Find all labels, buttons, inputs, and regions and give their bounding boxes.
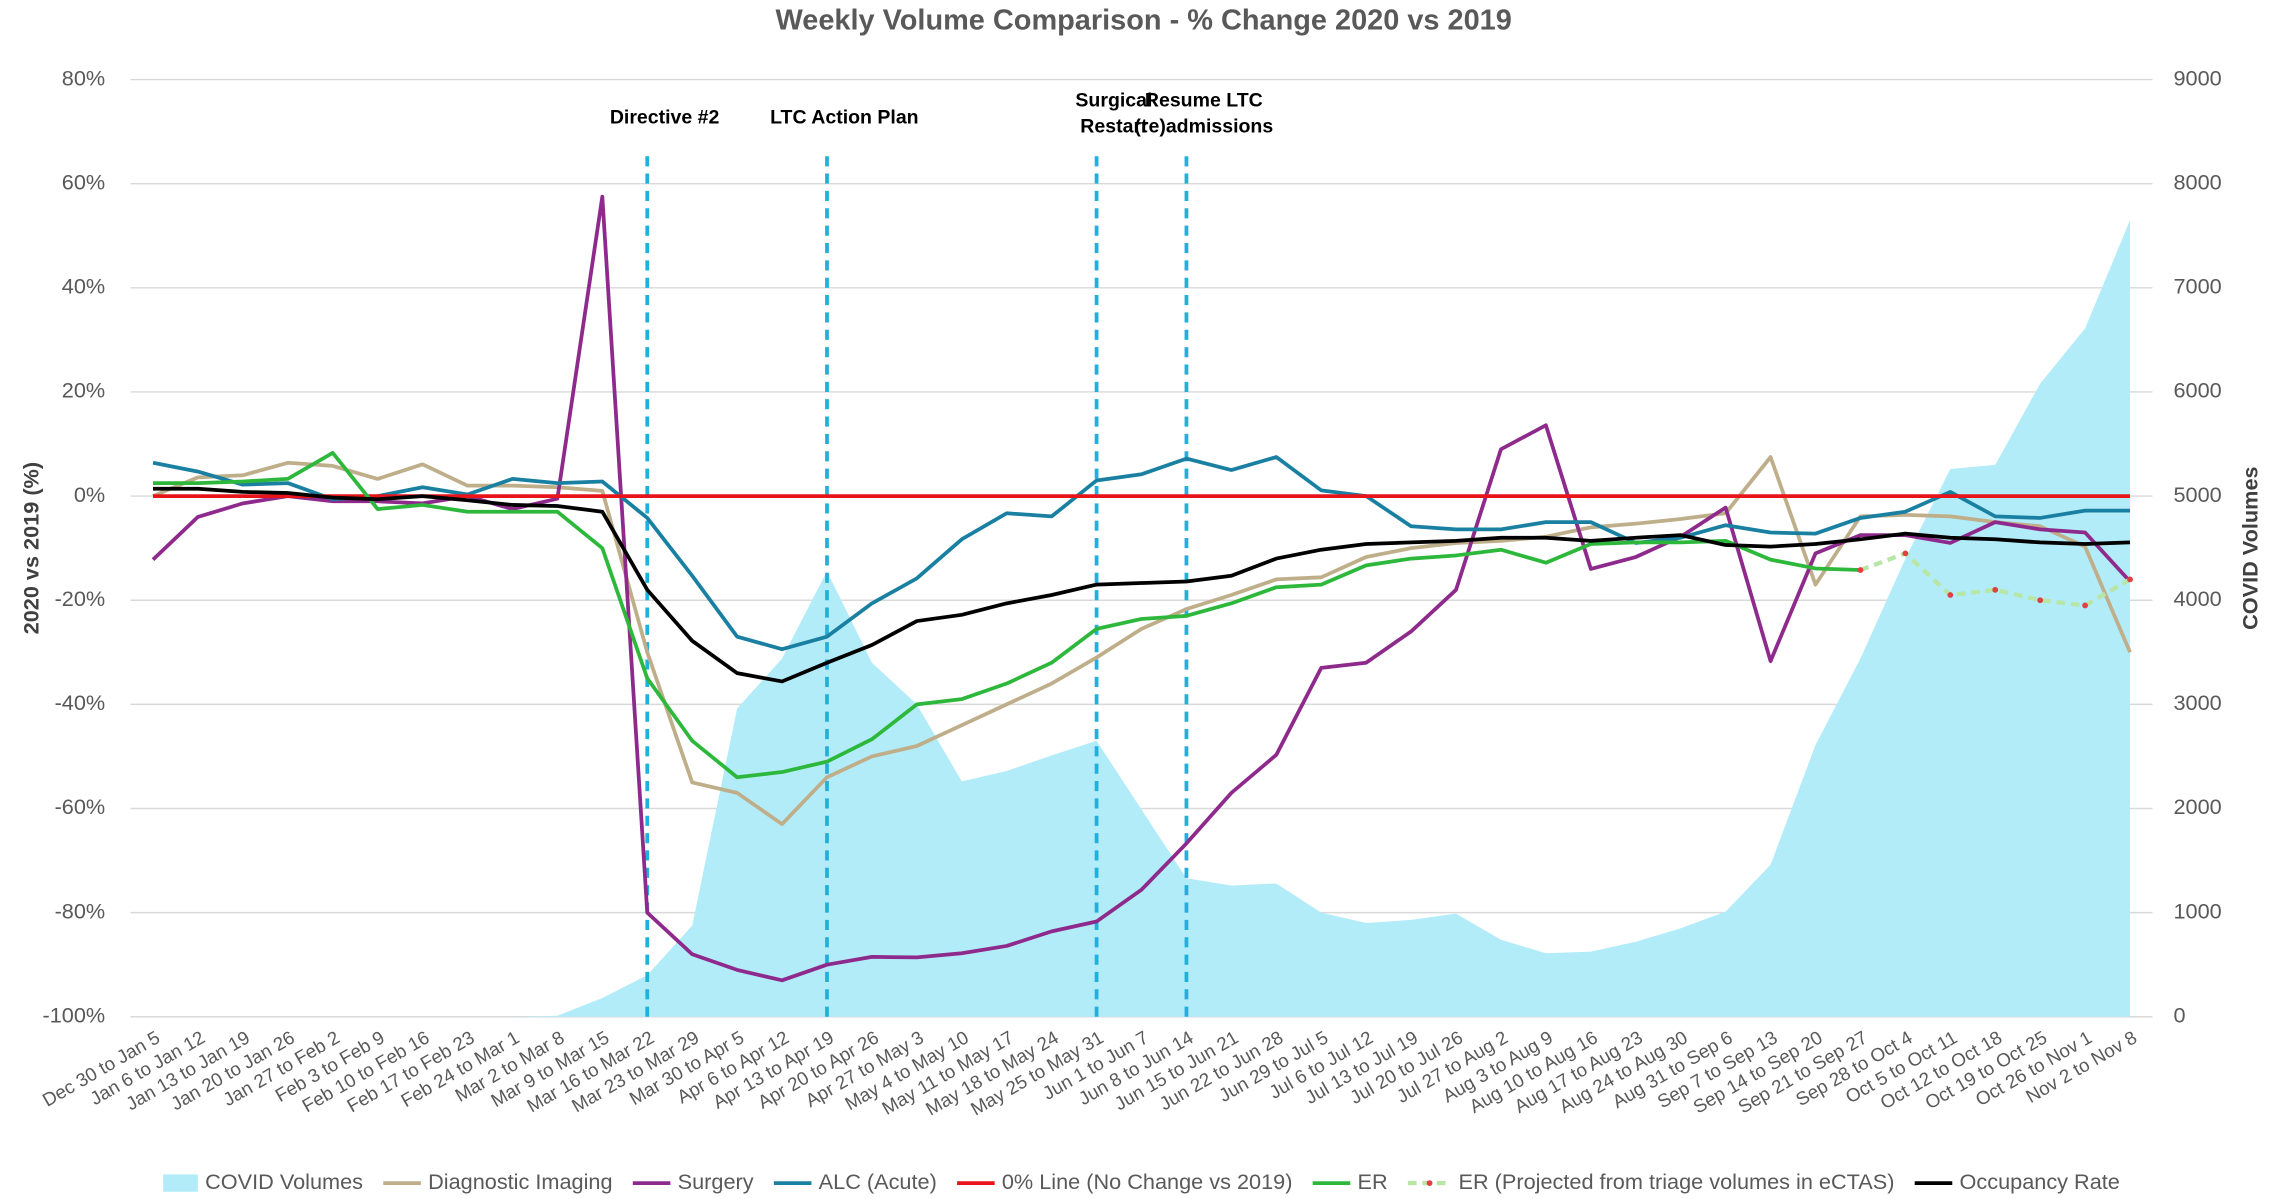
y2-tick-label: 6000 (2173, 378, 2221, 403)
legend-swatch (163, 1174, 198, 1192)
line (152, 455, 2131, 652)
legend-label: Diagnostic Imaging (428, 1169, 612, 1194)
legend-marker (1426, 1180, 1433, 1186)
marker (1992, 586, 1999, 593)
y2-tick-label: 8000 (2173, 169, 2221, 194)
y-tick-label: 20% (62, 378, 105, 403)
marker (1902, 550, 1909, 557)
legend-item: ALC (Acute) (773, 1169, 937, 1194)
y-tick-label: 40% (62, 274, 105, 299)
y2-tick-label: 5000 (2173, 482, 2221, 507)
legend-item: 0% Line (No Change vs 2019) (957, 1169, 1292, 1194)
legend-item: ER (1312, 1169, 1388, 1194)
marker (2082, 602, 2088, 609)
legend-item: Diagnostic Imaging (383, 1169, 613, 1194)
legend-label: Occupancy Rate (1960, 1169, 2120, 1194)
marker (2037, 597, 2044, 604)
y-tick-label: -80% (55, 898, 106, 923)
legend-label: ER (Projected from triage volumes in eCT… (1459, 1169, 1895, 1194)
legend-item: Surgery (632, 1169, 754, 1194)
y2-tick-label: 3000 (2173, 690, 2221, 715)
y-tick-label: 60% (62, 169, 105, 194)
chart-title: Weekly Volume Comparison - % Change 2020… (776, 4, 1512, 36)
y-tick-label: 0% (74, 482, 105, 507)
annotation-label: (re)admissions (1134, 115, 1273, 137)
y-tick-label: -20% (55, 586, 106, 611)
line (152, 450, 1861, 780)
legend-item: Occupancy Rate (1914, 1169, 2120, 1194)
line (152, 455, 2132, 826)
marker (1857, 567, 1864, 573)
legend-item: COVID Volumes (163, 1169, 363, 1194)
y2-tick-label: 1000 (2173, 898, 2221, 923)
annotation-label: Restart (1080, 115, 1148, 137)
legend-label: Surgery (678, 1169, 754, 1194)
marker (2127, 576, 2133, 583)
annotation-label: Directive #2 (610, 107, 720, 129)
legend-label: COVID Volumes (205, 1169, 363, 1194)
area (152, 220, 2131, 1017)
y2-tick-label: 0 (2173, 1002, 2185, 1027)
line (152, 486, 2131, 684)
legend-label: ER (1358, 1169, 1388, 1194)
y-tick-label: -100% (43, 1002, 106, 1027)
legend: COVID Volumes Diagnostic Imaging Surgery AL… (163, 1169, 2120, 1194)
legend-label: 0% Line (No Change vs 2019) (1002, 1169, 1293, 1194)
y2-tick-label: 9000 (2173, 65, 2221, 90)
legend-item: ER (Projected from triage volumes in eCT… (1407, 1169, 1895, 1194)
marker (1947, 592, 1954, 598)
annotation-label: Resume LTC (1145, 89, 1263, 111)
y-tick-label: -40% (55, 690, 106, 715)
annotation-label: LTC Action Plan (770, 107, 919, 129)
y-tick-label: 80% (62, 65, 105, 90)
legend-label: ALC (Acute) (819, 1169, 937, 1194)
y2-tick-label: 4000 (2173, 586, 2221, 611)
y2-tick-label: 2000 (2173, 794, 2221, 819)
y2-tick-label: 7000 (2173, 274, 2221, 299)
y2-axis-title: COVID Volumes (2237, 466, 2262, 630)
y-tick-label: -60% (55, 794, 106, 819)
y-axis-title: 2020 vs 2019 (%) (19, 462, 44, 634)
annotation-label: Surgical (1075, 89, 1152, 111)
